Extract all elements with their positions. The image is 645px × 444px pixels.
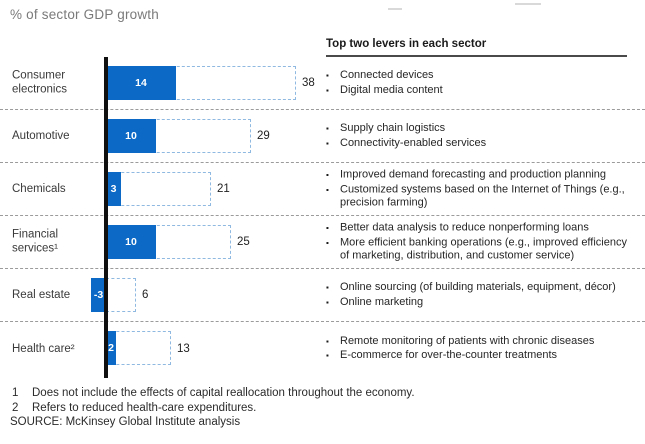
- captured-bar-value: 10: [125, 130, 137, 142]
- lever-text: More efficient banking operations (e.g.,…: [340, 235, 627, 262]
- chart-rows: Consumer electronics 14 38 ▪ Connected de…: [0, 57, 645, 375]
- footnote-number: 1: [12, 387, 19, 399]
- sector-row-health-care: Health care² 2 13 ▪ Remote monitoring of …: [0, 322, 645, 375]
- captured-bar: 10: [106, 119, 156, 153]
- sector-label: Health care²: [12, 342, 75, 355]
- bullet-icon: ▪: [326, 351, 329, 360]
- footnote-text: Refers to reduced health-care expenditur…: [32, 401, 257, 414]
- lever-text: Online marketing: [340, 295, 424, 308]
- sector-label: Consumer electronics: [12, 69, 67, 96]
- lever-text: Remote monitoring of patients with chron…: [340, 334, 595, 347]
- captured-bar: 3: [106, 172, 121, 206]
- potential-bar-value: 25: [237, 236, 250, 248]
- lever-item: ▪ More efficient banking operations (e.g.…: [326, 236, 632, 263]
- sector-label: Automotive: [12, 129, 70, 142]
- footnote-number: 2: [12, 401, 19, 414]
- captured-bar-value: 3: [110, 183, 117, 195]
- bullet-icon: ▪: [326, 297, 329, 307]
- lever-text: Supply chain logistics: [340, 122, 446, 134]
- source-line: SOURCE: McKinsey Global Institute analys…: [10, 416, 241, 428]
- bullet-icon: ▪: [326, 283, 329, 292]
- levers-column-header: Top two levers in each sector: [326, 38, 627, 57]
- potential-bar: [106, 278, 136, 312]
- lever-text: Better data analysis to reduce nonperfor…: [340, 221, 589, 234]
- bullet-icon: ▪: [326, 184, 329, 194]
- sector-row-chemicals: Chemicals 3 21 ▪ Improved demand forecast…: [0, 163, 645, 216]
- lever-text: Customized systems based on the Internet…: [340, 182, 625, 209]
- bullet-icon: ▪: [326, 85, 329, 95]
- lever-text: Improved demand forecasting and producti…: [340, 168, 607, 181]
- captured-bar-value: -3: [93, 289, 104, 301]
- lever-text: E-commerce for over-the-counter treatmen…: [340, 349, 558, 361]
- lever-list: ▪ Online sourcing (of building materials,…: [326, 280, 632, 310]
- captured-bar: 10: [106, 225, 156, 259]
- lever-list: ▪ Better data analysis to reduce nonperfo…: [326, 220, 632, 264]
- lever-text: Online sourcing (of building materials, …: [340, 281, 616, 293]
- footnote: 2 Refers to reduced health-care expendit…: [12, 401, 415, 416]
- lever-item: ▪ Customized systems based on the Interne…: [326, 183, 632, 210]
- lever-item: ▪ Online sourcing (of building materials,…: [326, 281, 632, 295]
- captured-bar: -3: [91, 278, 106, 312]
- potential-bar-value: 21: [217, 183, 230, 195]
- lever-item: ▪ Supply chain logistics: [326, 122, 632, 136]
- bullet-icon: ▪: [326, 71, 329, 80]
- bullet-icon: ▪: [326, 138, 329, 148]
- sector-label: Real estate: [12, 288, 71, 301]
- sector-row-automotive: Automotive 10 29 ▪ Supply chain logistics…: [0, 110, 645, 163]
- footnote-text: Does not include the effects of capital …: [32, 387, 415, 399]
- bullet-icon: ▪: [326, 124, 329, 133]
- sector-label: Chemicals: [12, 182, 66, 195]
- lever-item: ▪ Connected devices: [326, 69, 632, 83]
- lever-item: ▪ E-commerce for over-the-counter treatme…: [326, 349, 632, 363]
- lever-item: ▪ Improved demand forecasting and product…: [326, 168, 632, 182]
- lever-list: ▪ Improved demand forecasting and product…: [326, 167, 632, 211]
- potential-bar: [106, 172, 211, 206]
- bullet-icon: ▪: [326, 170, 329, 180]
- bullet-icon: ▪: [326, 237, 329, 247]
- bullet-icon: ▪: [326, 223, 329, 233]
- lever-list: ▪ Remote monitoring of patients with chro…: [326, 334, 632, 364]
- captured-bar: 2: [106, 331, 116, 365]
- lever-text: Connectivity-enabled services: [340, 136, 487, 149]
- potential-bar-value: 6: [142, 289, 149, 301]
- lever-item: ▪ Connectivity-enabled services: [326, 137, 632, 151]
- top-artifact: [515, 3, 541, 5]
- lever-text: Digital media content: [340, 83, 443, 96]
- sector-label: Financial services¹: [12, 228, 59, 255]
- lever-item: ▪ Better data analysis to reduce nonperfo…: [326, 221, 632, 235]
- captured-bar-value: 2: [108, 342, 114, 354]
- potential-bar: [106, 331, 171, 365]
- potential-bar-value: 29: [257, 130, 270, 142]
- lever-item: ▪ Online marketing: [326, 296, 632, 310]
- potential-bar-value: 38: [302, 77, 315, 89]
- captured-bar-value: 10: [125, 236, 137, 248]
- zero-baseline-axis: [104, 57, 108, 378]
- sector-row-real-estate: Real estate -3 6 ▪ Online sourcing (of bu…: [0, 269, 645, 322]
- sector-row-financial-services: Financial services¹ 10 25 ▪ Better data a…: [0, 216, 645, 269]
- sector-row-consumer-electronics: Consumer electronics 14 38 ▪ Connected de…: [0, 57, 645, 110]
- lever-list: ▪ Supply chain logistics ▪ Connectivity-en…: [326, 121, 632, 151]
- bullet-icon: ▪: [326, 336, 329, 346]
- lever-item: ▪ Digital media content: [326, 84, 632, 98]
- top-artifact: [388, 8, 402, 10]
- captured-bar-value: 14: [135, 77, 147, 89]
- chart-title: % of sector GDP growth: [10, 7, 159, 22]
- lever-text: Connected devices: [340, 69, 434, 81]
- captured-bar: 14: [106, 66, 176, 100]
- lever-item: ▪ Remote monitoring of patients with chro…: [326, 335, 632, 349]
- potential-bar-value: 13: [177, 342, 190, 355]
- footnotes: 1 Does not include the effects of capita…: [12, 386, 415, 415]
- footnote: 1 Does not include the effects of capita…: [12, 386, 415, 401]
- lever-list: ▪ Connected devices ▪ Digital media conten…: [326, 68, 632, 98]
